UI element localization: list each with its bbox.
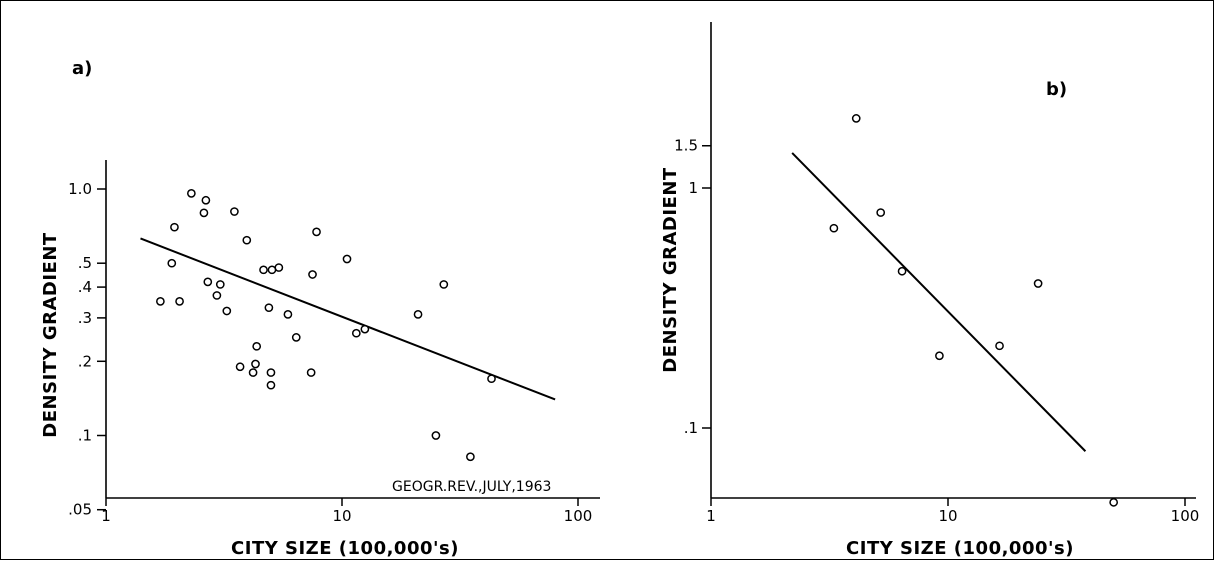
panel-a-data-point [308,270,317,279]
panel-a-data-point [187,189,196,198]
panel-b-data-point [876,208,886,217]
panel-a-data-point [283,310,293,319]
panel-a-x-label: CITY SIZE (100,000's) [231,538,459,559]
panel-b-x-tick-label: 10 [938,507,957,525]
panel-a-y-tick-label: .05 [68,501,92,519]
panel-a-data-point [156,297,165,306]
panel-a-y-ticks: 1.0 .5 .4 .3 .2 .1 .05 [68,180,106,519]
panel-b-x-label: CITY SIZE (100,000's) [846,538,1074,559]
panel-a-data-point [175,297,184,306]
panel-a-data-point [291,333,301,342]
panel-b-points [829,114,1119,507]
panel-a-data-point [251,359,260,369]
panel-a-y-tick-label: 1.0 [68,180,92,198]
panel-a-x-ticks: 1 10 100 [101,498,592,525]
panel-b-x-ticks: 1 10 100 [706,498,1199,525]
panel-a-data-point [203,277,213,287]
panel-b-data-point [851,114,861,123]
panel-a-y-tick-label: .4 [78,278,92,296]
panel-a-data-point [360,324,370,334]
panel-a-annotation: GEOGR.REV.,JULY,1963 [392,479,551,495]
panel-a-y-tick-label: .1 [78,427,92,445]
panel-a-data-point [199,208,209,218]
panel-b-label: b) [1046,79,1067,100]
panel-a-data-point [466,452,475,462]
panel-a-data-point [266,368,276,377]
panel-a-data-point [306,368,316,377]
panel-b-y-tick-label: .1 [684,419,698,437]
panel-a-fit-line [140,237,556,401]
panel-b-fit-line [791,152,1087,452]
panel-a-data-point [170,222,179,232]
panel-a-data-point [439,280,449,289]
panel-b-data-point [1033,279,1043,288]
panel-a-y-label: DENSITY GRADIENT [40,232,61,438]
panel-a-y-tick-label: .2 [78,352,92,370]
panel-b-data-point [829,223,839,233]
panel-a-data-point [487,374,496,384]
panel-b-data-point [1109,498,1119,507]
panel-a-data-point [351,328,361,338]
panel-a-data-point [167,258,177,268]
panel-a-y-tick-label: .3 [78,309,92,327]
panel-a-data-point [252,341,262,351]
panel-a-data-point [312,227,321,237]
panel-a-y-tick-label: .5 [78,254,92,272]
panel-a-data-point [431,431,441,440]
panel-a-data-point [248,368,258,377]
panel-b-data-point [897,266,907,276]
panel-b-data-point [995,341,1004,351]
panel-a-x-tick-label: 100 [564,507,593,525]
panel-a-data-point [264,303,274,313]
panel-b-data-point [935,351,944,361]
panel-a-data-point [267,265,277,275]
panel-b-x-tick-label: 1 [706,507,716,525]
panel-a: 1.0 .5 .4 .3 .2 .1 .05 1 10 100 a) GEOGR.REV.,JU… [40,58,600,559]
panel-a-data-point [215,280,225,289]
panel-a-label: a) [72,58,92,79]
panel-a-x-tick-label: 1 [101,507,111,525]
panel-b-x-tick-label: 100 [1171,507,1200,525]
panel-a-data-point [266,380,276,390]
panel-a-data-point [212,291,222,300]
panel-a-data-point [222,306,232,316]
panel-a-data-point [259,265,268,275]
panel-b: 1.5 1 .1 1 10 100 b) CITY SIZE (100,000's) D… [660,22,1199,559]
panel-b-y-ticks: 1.5 1 .1 [674,137,711,437]
panel-b-y-tick-label: 1.5 [674,137,698,155]
panel-a-data-point [342,254,352,264]
panel-a-data-point [230,207,239,216]
panel-a-data-point [235,362,245,372]
panel-b-y-tick-label: 1 [688,179,698,197]
panel-a-data-point [201,195,211,205]
panel-a-data-point [413,310,423,319]
panel-a-x-tick-label: 10 [332,507,351,525]
panel-a-data-point [242,235,252,245]
panel-a-points [156,189,496,462]
panel-b-y-label: DENSITY GRADIENT [660,167,681,373]
panel-a-data-point [274,263,284,272]
